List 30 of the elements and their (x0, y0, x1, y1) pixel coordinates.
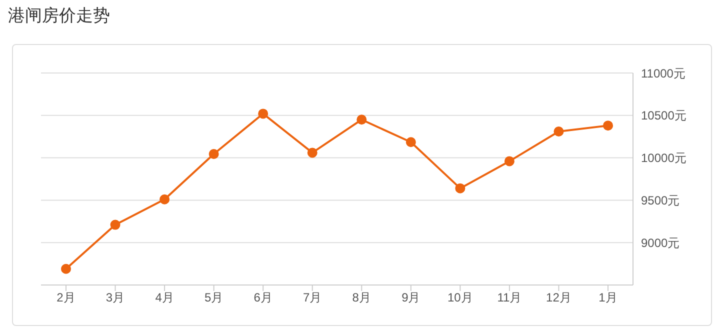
x-tick-label: 6月 (254, 290, 272, 305)
x-tick-label: 5月 (204, 290, 224, 305)
x-tick-label: 3月 (106, 290, 125, 305)
y-tick-label: 10000元 (641, 151, 686, 166)
x-tick-label: 1月 (598, 290, 618, 305)
point (356, 114, 367, 125)
x-tick-label: 8月 (352, 290, 371, 305)
x-tick-label: 12月 (546, 290, 572, 305)
point (160, 194, 170, 204)
x-tick-label: 9月 (402, 290, 420, 305)
x-tick-label: 11月 (497, 290, 522, 305)
point (455, 183, 466, 194)
point (110, 220, 120, 230)
x-tick-label: 10月 (448, 290, 473, 305)
point (554, 126, 564, 137)
y-tick-label: 9000元 (641, 236, 680, 250)
chart-title: 港闸房价走势 (8, 5, 110, 27)
point (504, 156, 514, 166)
point (406, 137, 416, 148)
point (61, 264, 71, 274)
y-tick-label: 11000元 (641, 66, 686, 80)
x-tick-label: 2月 (56, 290, 76, 305)
x-tick-label: 4月 (155, 290, 174, 305)
point (258, 108, 268, 119)
point (208, 148, 219, 159)
point (307, 148, 318, 158)
y-tick-label: 9500元 (641, 193, 680, 208)
y-tick-label: 10500元 (641, 108, 686, 123)
point (603, 120, 613, 131)
x-tick-label: 7月 (303, 290, 322, 305)
